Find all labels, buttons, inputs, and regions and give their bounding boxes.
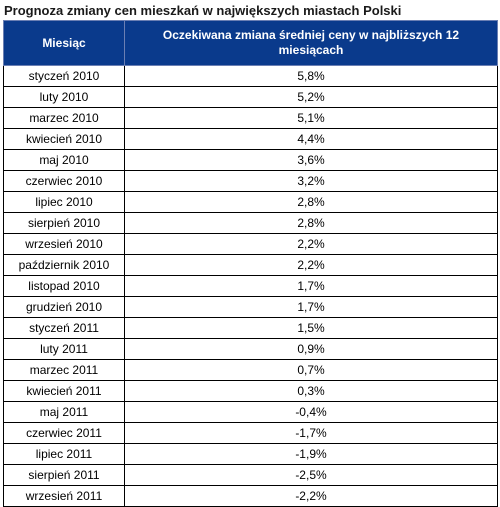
expected-change-cell: 3,6% [124, 149, 498, 171]
expected-change-cell: 3,2% [124, 170, 498, 192]
table-row: maj 2010 3,6% [3, 149, 498, 171]
month-cell: marzec 2010 [3, 107, 125, 129]
table-row: wrzesień 2011 -2,2% [3, 485, 498, 507]
table-row: wrzesień 2010 2,2% [3, 233, 498, 255]
month-cell: marzec 2011 [3, 359, 125, 381]
table-body: styczeń 2010 5,8% luty 2010 5,2% marzec 2010… [3, 65, 498, 507]
month-cell: maj 2010 [3, 149, 125, 171]
expected-change-cell: 0,9% [124, 338, 498, 360]
month-cell: kwiecień 2010 [3, 128, 125, 150]
expected-change-cell: 0,7% [124, 359, 498, 381]
expected-change-cell: 4,4% [124, 128, 498, 150]
expected-change-cell: 2,8% [124, 191, 498, 213]
expected-change-cell: 1,5% [124, 317, 498, 339]
table-row: sierpień 2011 -2,5% [3, 464, 498, 486]
table-row: styczeń 2011 1,5% [3, 317, 498, 339]
month-cell: grudzień 2010 [3, 296, 125, 318]
table-row: styczeń 2010 5,8% [3, 65, 498, 87]
table-row: kwiecień 2011 0,3% [3, 380, 498, 402]
expected-change-cell: 2,8% [124, 212, 498, 234]
table-row: czerwiec 2011 -1,7% [3, 422, 498, 444]
column-header-expected-change: Oczekiwana zmiana średniej ceny w najbli… [124, 20, 498, 66]
month-cell: kwiecień 2011 [3, 380, 125, 402]
expected-change-cell: -2,2% [124, 485, 498, 507]
page-title: Prognoza zmiany cen mieszkań w największ… [4, 3, 402, 18]
table-row: maj 2011 -0,4% [3, 401, 498, 423]
table-row: marzec 2011 0,7% [3, 359, 498, 381]
table-row: grudzień 2010 1,7% [3, 296, 498, 318]
table-row: marzec 2010 5,1% [3, 107, 498, 129]
month-cell: listopad 2010 [3, 275, 125, 297]
expected-change-cell: -1,9% [124, 443, 498, 465]
expected-change-cell: 1,7% [124, 275, 498, 297]
month-cell: sierpień 2010 [3, 212, 125, 234]
expected-change-cell: 2,2% [124, 233, 498, 255]
expected-change-cell: -2,5% [124, 464, 498, 486]
price-forecast-table: Miesiąc Oczekiwana zmiana średniej ceny … [3, 20, 498, 507]
expected-change-cell: -1,7% [124, 422, 498, 444]
expected-change-cell: -0,4% [124, 401, 498, 423]
month-cell: luty 2011 [3, 338, 125, 360]
table-row: czerwiec 2010 3,2% [3, 170, 498, 192]
month-cell: sierpień 2011 [3, 464, 125, 486]
month-cell: styczeń 2011 [3, 317, 125, 339]
expected-change-cell: 2,2% [124, 254, 498, 276]
expected-change-cell: 0,3% [124, 380, 498, 402]
table-row: listopad 2010 1,7% [3, 275, 498, 297]
month-cell: lipiec 2010 [3, 191, 125, 213]
month-cell: czerwiec 2011 [3, 422, 125, 444]
table-row: lipiec 2010 2,8% [3, 191, 498, 213]
month-cell: styczeń 2010 [3, 65, 125, 87]
month-cell: luty 2010 [3, 86, 125, 108]
expected-change-cell: 5,2% [124, 86, 498, 108]
expected-change-cell: 5,8% [124, 65, 498, 87]
column-header-month: Miesiąc [3, 20, 125, 66]
expected-change-cell: 1,7% [124, 296, 498, 318]
month-cell: wrzesień 2010 [3, 233, 125, 255]
month-cell: czerwiec 2010 [3, 170, 125, 192]
month-cell: październik 2010 [3, 254, 125, 276]
table-row: sierpień 2010 2,8% [3, 212, 498, 234]
table-row: lipiec 2011 -1,9% [3, 443, 498, 465]
month-cell: wrzesień 2011 [3, 485, 125, 507]
table-row: październik 2010 2,2% [3, 254, 498, 276]
table-header-row: Miesiąc Oczekiwana zmiana średniej ceny … [3, 20, 498, 66]
table-row: luty 2011 0,9% [3, 338, 498, 360]
month-cell: lipiec 2011 [3, 443, 125, 465]
table-row: luty 2010 5,2% [3, 86, 498, 108]
table-row: kwiecień 2010 4,4% [3, 128, 498, 150]
expected-change-cell: 5,1% [124, 107, 498, 129]
month-cell: maj 2011 [3, 401, 125, 423]
